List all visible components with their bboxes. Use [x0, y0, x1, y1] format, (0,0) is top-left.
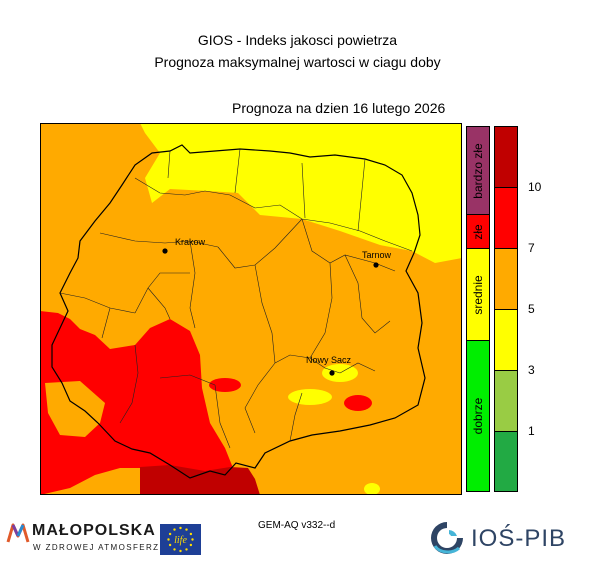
- scale-tick-5: 5: [528, 302, 535, 316]
- malopolska-mark-icon: [6, 523, 30, 543]
- city-label-nowysacz: Nowy Sacz: [306, 355, 352, 365]
- red-spot-center: [209, 378, 241, 392]
- scale-segment-orange: [495, 249, 517, 310]
- category-label-bardzo-zle: bardzo złe: [471, 142, 485, 199]
- category-srednie: srednie: [467, 249, 489, 341]
- value-scale-legend: [494, 126, 518, 492]
- city-marker-nowysacz: [329, 370, 335, 376]
- title-line-2: Prognoza maksymalnej wartosci w ciagu do…: [154, 54, 441, 70]
- county-borders: [59, 148, 413, 449]
- yellow-zone-north: [140, 123, 462, 263]
- scale-segment-light-green: [495, 371, 517, 432]
- ios-pib-mark-icon: [431, 522, 463, 554]
- model-version: GEM-AQ v332--d: [258, 520, 336, 531]
- malopolska-name: MAŁOPOLSKA: [32, 522, 156, 539]
- forecast-map: Krakow Tarnow Nowy Sacz: [40, 123, 462, 495]
- city-label-tarnow: Tarnow: [362, 250, 392, 260]
- category-legend: bardzo złe złe srednie dobrze: [466, 126, 490, 492]
- voivodeship-border: [51, 144, 426, 479]
- category-label-zle: złe: [471, 223, 485, 240]
- eu-stars-icon: life: [167, 526, 194, 553]
- forecast-date: Prognoza na dzien 16 lutego 2026: [232, 100, 446, 116]
- category-bardzo-zle: bardzo złe: [467, 127, 489, 215]
- orange-patch-southwest: [45, 381, 105, 437]
- malopolska-slogan: W ZDROWEJ ATMOSFERZE: [33, 543, 167, 552]
- ios-pib-name: IOŚ-PIB: [471, 525, 567, 552]
- yellow-spot-south: [364, 483, 380, 495]
- orange-patch-north: [225, 195, 250, 233]
- eu-life-text: life: [174, 535, 187, 546]
- scale-tick-3: 3: [528, 363, 535, 377]
- scale-tick-7: 7: [528, 241, 535, 255]
- yellow-spot-center: [288, 389, 332, 405]
- scale-segment-dark-red: [495, 127, 517, 188]
- scale-segment-red: [495, 188, 517, 249]
- city-label-krakow: Krakow: [175, 237, 206, 247]
- eu-life-logo: life: [160, 524, 201, 555]
- red-spot-southeast: [344, 395, 372, 411]
- scale-tick-1: 1: [528, 424, 535, 438]
- scale-segment-yellow: [495, 310, 517, 371]
- city-marker-tarnow: [373, 262, 379, 268]
- scale-tick-10: 10: [528, 180, 542, 194]
- dark-red-zone-south: [140, 465, 260, 495]
- category-label-srednie: srednie: [471, 274, 485, 315]
- title-line-1: GIOS - Indeks jakosci powietrza: [197, 32, 398, 48]
- red-zone-west: [40, 311, 235, 495]
- scale-segment-green: [495, 432, 517, 491]
- category-label-dobrze: dobrze: [471, 397, 485, 435]
- city-marker-krakow: [162, 248, 168, 254]
- category-zle: złe: [467, 215, 489, 249]
- category-dobrze: dobrze: [467, 341, 489, 491]
